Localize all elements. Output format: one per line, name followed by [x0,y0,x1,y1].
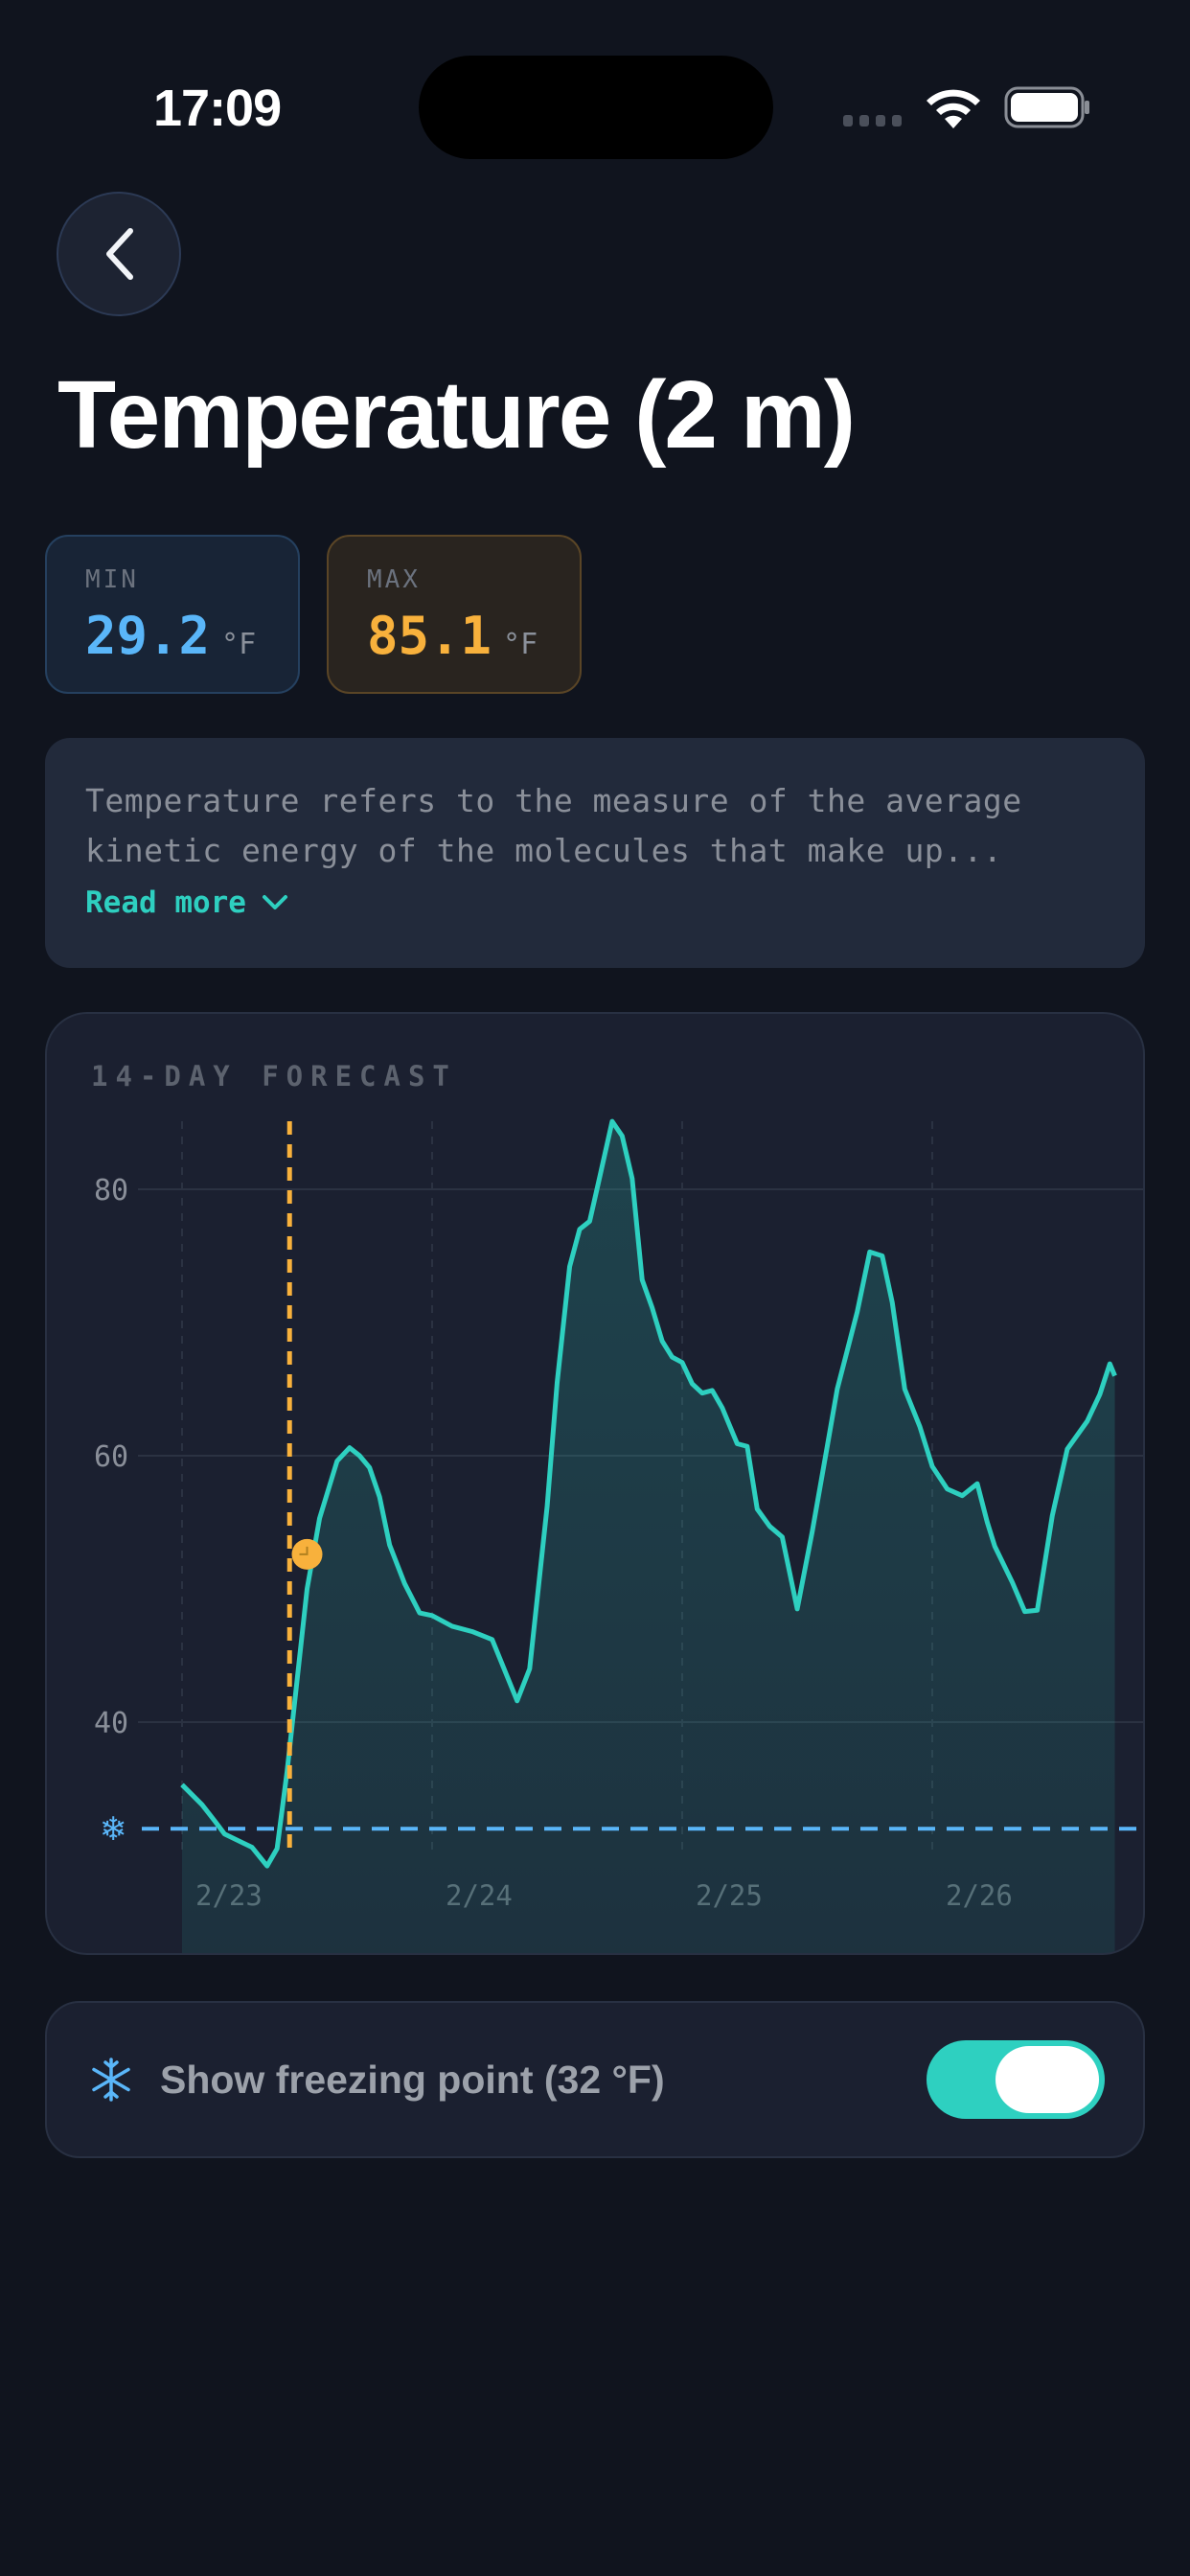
snowflake-icon: ❄ [100,1810,127,1849]
clock-icon[interactable] [291,1538,323,1570]
y-axis-labels: 80 60 40 [94,1174,128,1740]
description-text: Temperature refers to the measure of the… [85,776,1105,876]
y-tick-label: 60 [94,1440,128,1474]
description-line-1: Temperature refers to the measure of the… [85,782,1022,819]
min-value: 29.2 [85,606,211,666]
chart-title: 14-DAY FORECAST [91,1060,457,1092]
max-unit: °F [503,628,538,661]
max-value: 85.1 [367,606,492,666]
status-bar: 17:09 [0,0,1190,172]
battery-icon [1004,86,1089,128]
freezing-point-toggle-row[interactable]: Show freezing point (32 °F) [45,2001,1145,2158]
min-unit: °F [221,628,257,661]
temperature-area [182,1121,1115,1953]
freezing-point-label: Show freezing point (32 °F) [160,2057,665,2102]
status-time: 17:09 [153,80,282,137]
temperature-line [180,1118,1117,1869]
wifi-icon [927,89,980,128]
back-button[interactable] [57,192,181,316]
page-title: Temperature (2 m) [57,361,856,469]
chevron-left-icon [106,228,133,280]
switch-knob [995,2046,1099,2113]
y-tick-label: 80 [94,1174,128,1208]
freezing-point-switch[interactable] [927,2040,1105,2119]
min-label: MIN [85,565,139,594]
read-more-label: Read more [85,886,246,920]
dynamic-island [419,56,773,159]
chevron-down-icon [262,895,287,909]
max-stat-card: MAX 85.1 °F [327,535,582,694]
snowflake-icon [92,2058,130,2102]
max-label: MAX [367,565,421,594]
description-card: Temperature refers to the measure of the… [45,738,1145,968]
read-more-button[interactable]: Read more [85,886,1105,920]
signal-dots-icon [843,115,902,126]
description-line-2: kinetic energy of the molecules that mak… [85,832,1003,869]
min-stat-card: MIN 29.2 °F [45,535,300,694]
y-tick-label: 40 [94,1707,128,1740]
